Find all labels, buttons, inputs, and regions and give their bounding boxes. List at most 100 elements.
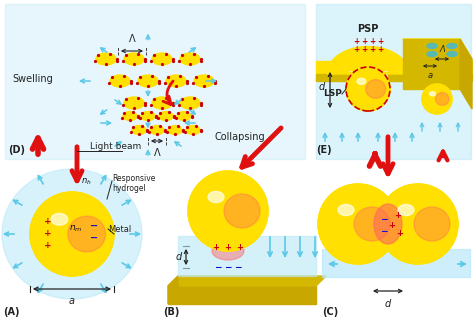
Circle shape <box>200 182 256 240</box>
Circle shape <box>365 86 371 92</box>
Circle shape <box>217 200 239 222</box>
Ellipse shape <box>152 97 172 109</box>
Ellipse shape <box>398 204 414 215</box>
Text: −: − <box>234 264 242 272</box>
Circle shape <box>417 223 419 225</box>
Text: +: + <box>369 44 375 54</box>
Polygon shape <box>316 61 348 74</box>
Ellipse shape <box>138 75 158 87</box>
Text: +: + <box>44 217 52 226</box>
Text: −: − <box>380 215 388 223</box>
Text: a: a <box>428 71 433 80</box>
FancyBboxPatch shape <box>178 236 316 276</box>
Text: d: d <box>176 252 182 262</box>
Ellipse shape <box>374 204 402 244</box>
Ellipse shape <box>132 125 146 135</box>
Ellipse shape <box>427 52 437 57</box>
Circle shape <box>346 67 390 111</box>
Text: Λ: Λ <box>128 34 135 44</box>
Ellipse shape <box>186 125 200 135</box>
Ellipse shape <box>212 242 244 260</box>
Polygon shape <box>388 61 472 74</box>
Ellipse shape <box>159 112 173 120</box>
Ellipse shape <box>180 97 200 109</box>
FancyBboxPatch shape <box>5 4 305 159</box>
Text: $n_h$: $n_h$ <box>81 177 91 187</box>
Circle shape <box>227 210 229 212</box>
Circle shape <box>349 70 387 108</box>
Circle shape <box>335 201 381 247</box>
Text: LSP: LSP <box>323 89 342 98</box>
Polygon shape <box>327 46 409 74</box>
Text: +: + <box>389 221 395 231</box>
Polygon shape <box>460 39 472 109</box>
Ellipse shape <box>51 214 68 225</box>
Text: +: + <box>377 44 383 54</box>
Ellipse shape <box>338 204 354 215</box>
Text: +: + <box>212 242 219 251</box>
Text: Metal: Metal <box>108 224 131 234</box>
Circle shape <box>428 90 446 108</box>
Text: +: + <box>369 38 375 46</box>
Ellipse shape <box>96 53 116 65</box>
Circle shape <box>222 205 234 217</box>
Circle shape <box>329 195 387 253</box>
Circle shape <box>390 195 447 253</box>
Ellipse shape <box>152 53 172 65</box>
Circle shape <box>346 213 369 236</box>
Polygon shape <box>388 74 472 81</box>
Text: +: + <box>225 242 231 251</box>
Text: (D): (D) <box>8 145 25 155</box>
Circle shape <box>48 210 96 258</box>
Text: +: + <box>394 212 401 220</box>
Circle shape <box>36 198 108 270</box>
Circle shape <box>188 171 268 251</box>
Polygon shape <box>403 39 460 89</box>
Circle shape <box>318 184 398 264</box>
Text: d: d <box>319 83 325 92</box>
Ellipse shape <box>414 207 450 241</box>
Text: PSP: PSP <box>357 24 379 34</box>
Circle shape <box>424 86 450 112</box>
Circle shape <box>384 190 452 258</box>
Text: +: + <box>237 242 244 251</box>
FancyBboxPatch shape <box>168 286 316 304</box>
Ellipse shape <box>180 53 200 65</box>
FancyBboxPatch shape <box>322 249 470 277</box>
Text: +: + <box>377 38 383 46</box>
Text: Λ: Λ <box>154 148 160 158</box>
Circle shape <box>362 83 374 95</box>
Text: +: + <box>353 44 359 54</box>
Text: $n_m$: $n_m$ <box>69 224 83 234</box>
Polygon shape <box>403 39 472 59</box>
Circle shape <box>430 92 444 105</box>
Text: −: − <box>90 221 98 231</box>
Circle shape <box>194 177 262 245</box>
Ellipse shape <box>436 93 449 105</box>
Circle shape <box>378 184 458 264</box>
Ellipse shape <box>208 191 224 203</box>
Circle shape <box>346 67 390 111</box>
Text: +: + <box>44 230 52 239</box>
Circle shape <box>433 95 441 103</box>
Ellipse shape <box>447 52 457 57</box>
Ellipse shape <box>166 75 186 87</box>
Ellipse shape <box>177 112 191 120</box>
Ellipse shape <box>429 92 436 96</box>
Circle shape <box>367 88 369 90</box>
Circle shape <box>71 233 73 235</box>
Circle shape <box>395 201 441 247</box>
Text: −: − <box>90 233 98 243</box>
Text: Collapsing: Collapsing <box>215 132 265 142</box>
Circle shape <box>378 184 458 264</box>
Text: +: + <box>361 44 367 54</box>
Text: +: + <box>353 38 359 46</box>
Circle shape <box>352 73 384 105</box>
Circle shape <box>318 184 398 264</box>
Text: Light beam: Light beam <box>90 142 141 151</box>
Circle shape <box>341 207 375 241</box>
Circle shape <box>422 84 452 114</box>
Ellipse shape <box>224 194 260 228</box>
Circle shape <box>412 218 424 230</box>
Circle shape <box>407 213 429 236</box>
